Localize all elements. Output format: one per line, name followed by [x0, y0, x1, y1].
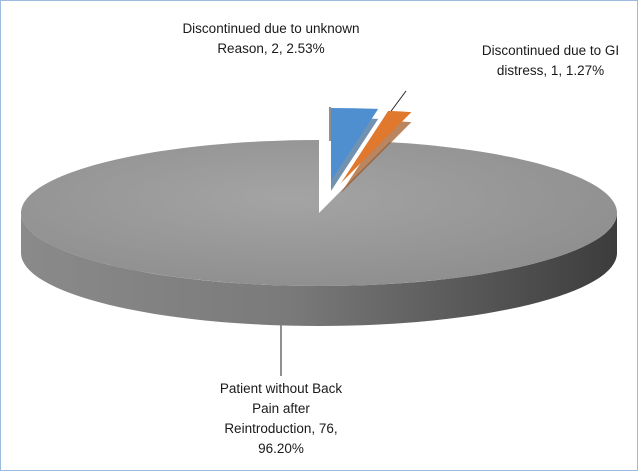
pie: [20, 108, 617, 326]
pie-slice: [20, 140, 617, 286]
percent: 1.27%: [565, 63, 605, 78]
pie-side: [21, 213, 617, 326]
pie-slice: [341, 110, 412, 183]
pie-slice: [331, 108, 379, 181]
value: 2: [271, 41, 286, 56]
value: 76: [319, 421, 338, 436]
percent: 2.53%: [286, 41, 325, 56]
data-label: Discontinued due to unknown Reason22.53%: [181, 19, 361, 59]
pie-side: [341, 120, 412, 193]
data-label: Discontinued due to GI distress11.27%: [463, 41, 637, 81]
data-label: Patient without Back Pain after Reintrod…: [206, 379, 356, 459]
value: 1: [551, 63, 566, 78]
percent: 96.20%: [258, 441, 304, 456]
